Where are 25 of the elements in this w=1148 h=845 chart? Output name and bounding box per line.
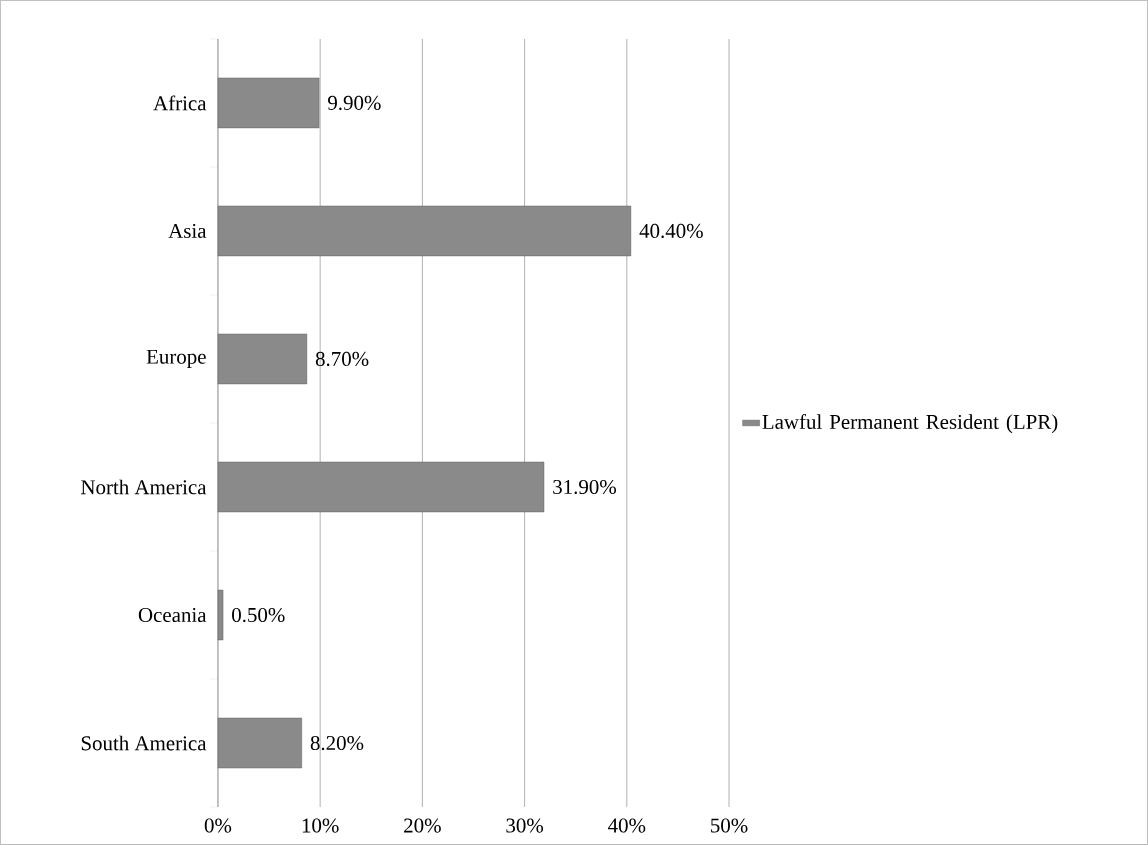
bar: [217, 589, 224, 641]
data-label: 31.90%: [553, 479, 617, 495]
bar: [217, 461, 545, 513]
bar: [217, 205, 632, 257]
data-label: 40.40%: [639, 223, 703, 239]
data-label: 8.20%: [310, 735, 364, 751]
y-tick-label: Oceania: [138, 608, 207, 623]
y-tick-label: Asia: [168, 223, 207, 238]
x-tick-label: 20%: [404, 818, 441, 833]
legend-label: Lawful Permanent Resident (LPR): [762, 414, 1058, 434]
x-tick-label: 30%: [506, 818, 544, 833]
x-tick-label: 50%: [711, 818, 748, 833]
bar: [217, 77, 320, 129]
x-tick-label: 10%: [302, 818, 339, 833]
data-label: 8.70%: [315, 351, 369, 367]
data-label: 0.50%: [232, 607, 285, 623]
y-tick-label: South America: [81, 735, 207, 751]
y-tick-label: Europe: [146, 349, 206, 369]
bar: [217, 333, 308, 385]
y-tick-label: Africa: [153, 95, 207, 111]
x-tick-label: 0%: [204, 818, 232, 833]
x-tick-label: 40%: [608, 818, 646, 833]
y-tick-label: North America: [81, 479, 207, 495]
bar: [217, 717, 302, 769]
data-label: 9.90%: [328, 95, 381, 111]
